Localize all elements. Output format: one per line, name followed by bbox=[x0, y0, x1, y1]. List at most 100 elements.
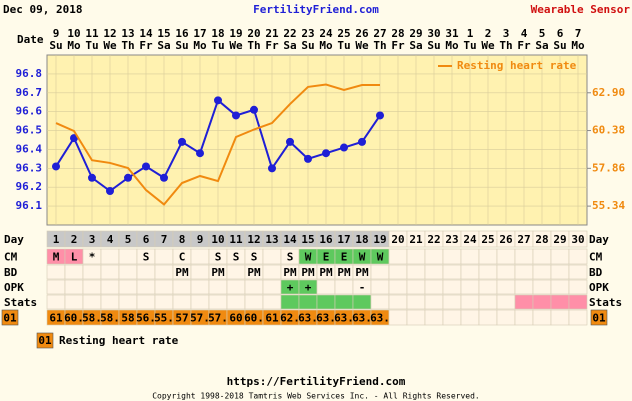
y-tick-label: 96.2 bbox=[16, 180, 43, 193]
table-cell bbox=[568, 294, 588, 310]
cell-text: 7 bbox=[161, 233, 168, 246]
rhr-value: 55. bbox=[154, 312, 174, 325]
date-day: 22 bbox=[283, 27, 296, 40]
date-weekday: Mo bbox=[193, 39, 207, 52]
cell-text: S bbox=[251, 251, 258, 264]
legend-label: Resting heart rate bbox=[457, 59, 577, 72]
date-weekday: We bbox=[481, 39, 495, 52]
table-cell bbox=[424, 279, 444, 295]
cell-text: 9 bbox=[197, 233, 204, 246]
cell-text: W bbox=[377, 251, 384, 264]
table-cell bbox=[118, 248, 138, 265]
y2-tick-label: 55.34 bbox=[592, 199, 625, 212]
date-day: 2 bbox=[485, 27, 492, 40]
table-cell bbox=[226, 264, 246, 280]
rhr-value: 60. bbox=[64, 312, 84, 325]
y-tick-label: 96.6 bbox=[16, 105, 43, 118]
table-cell bbox=[514, 264, 534, 280]
temp-point bbox=[304, 154, 312, 163]
table-cell bbox=[550, 279, 570, 295]
date-weekday: Fr bbox=[391, 39, 405, 52]
date-weekday: We bbox=[355, 39, 369, 52]
cell-text: 19 bbox=[373, 233, 386, 246]
table-cell bbox=[442, 264, 462, 280]
date-weekday: Th bbox=[499, 39, 512, 52]
rhr-cell bbox=[532, 309, 552, 326]
rhr-code-box bbox=[1, 309, 19, 326]
date-day: 27 bbox=[373, 27, 386, 40]
table-cell bbox=[190, 294, 210, 310]
rhr-code: 01 bbox=[592, 312, 606, 325]
table-cell bbox=[208, 294, 228, 310]
table-cell bbox=[262, 248, 282, 265]
date-day: 30 bbox=[427, 27, 440, 40]
table-cell bbox=[406, 248, 426, 265]
date-weekday: Tu bbox=[463, 39, 476, 52]
date-weekday: Fr bbox=[265, 39, 279, 52]
date-weekday: Tu bbox=[337, 39, 350, 52]
date-day: 1 bbox=[467, 27, 474, 40]
date-weekday: Su bbox=[553, 39, 566, 52]
cell-text: E bbox=[323, 251, 330, 264]
cell-text: PM bbox=[337, 266, 351, 279]
table-cell bbox=[496, 294, 516, 310]
table-cell bbox=[118, 279, 138, 295]
row-label: Stats bbox=[589, 296, 622, 309]
mode: Wearable Sensor bbox=[531, 3, 631, 16]
date-weekday: We bbox=[103, 39, 117, 52]
cell-text: S bbox=[143, 251, 150, 264]
date-day: 15 bbox=[157, 27, 170, 40]
table-cell bbox=[478, 294, 498, 310]
table-cell bbox=[172, 294, 192, 310]
table-cell bbox=[424, 264, 444, 280]
date-day: 18 bbox=[211, 27, 224, 40]
table-cell bbox=[388, 279, 408, 295]
cell-text: 13 bbox=[265, 233, 278, 246]
table-cell bbox=[352, 294, 372, 310]
rhr-value: 58. bbox=[100, 312, 120, 325]
date-day: 10 bbox=[67, 27, 80, 40]
table-cell bbox=[532, 264, 552, 280]
date-weekday: Su bbox=[49, 39, 62, 52]
rhr-code-box bbox=[590, 309, 608, 326]
table-cell bbox=[100, 264, 120, 280]
rhr-value: 62. bbox=[280, 312, 300, 325]
temp-point bbox=[358, 137, 366, 146]
cell-text: 18 bbox=[355, 233, 368, 246]
date-day: 20 bbox=[247, 27, 260, 40]
date-day: 17 bbox=[193, 27, 206, 40]
date-day: 3 bbox=[503, 27, 510, 40]
table-cell bbox=[460, 248, 480, 265]
date-day: 19 bbox=[229, 27, 242, 40]
cell-text: 3 bbox=[89, 233, 96, 246]
date-day: 14 bbox=[139, 27, 153, 40]
rhr-cell bbox=[496, 309, 516, 326]
cell-text: + bbox=[305, 281, 312, 294]
table-cell bbox=[190, 248, 210, 265]
cell-text: 12 bbox=[247, 233, 260, 246]
cell-text: 16 bbox=[319, 233, 333, 246]
cell-text: + bbox=[287, 281, 294, 294]
temp-point bbox=[124, 173, 132, 182]
table-cell bbox=[64, 279, 84, 295]
cell-text: 5 bbox=[125, 233, 132, 246]
table-cell bbox=[388, 264, 408, 280]
rhr-cell bbox=[514, 309, 534, 326]
temp-point bbox=[88, 173, 96, 182]
rhr-value: 60. bbox=[244, 312, 264, 325]
table-cell bbox=[316, 294, 336, 310]
date-day: 4 bbox=[521, 27, 528, 40]
date-weekday: Su bbox=[427, 39, 440, 52]
date-day: 28 bbox=[391, 27, 404, 40]
table-cell bbox=[64, 294, 84, 310]
date-day: 6 bbox=[557, 27, 564, 40]
row-label: CM bbox=[4, 251, 18, 264]
date-weekday: Sa bbox=[409, 39, 422, 52]
row-label: CM bbox=[589, 251, 603, 264]
table-cell bbox=[208, 279, 228, 295]
cell-text: 28 bbox=[535, 233, 548, 246]
copyright: Copyright 1998-2018 Tamtris Web Services… bbox=[152, 392, 480, 401]
table-cell bbox=[406, 294, 426, 310]
date-weekday: Fr bbox=[139, 39, 153, 52]
cell-text: E bbox=[341, 251, 348, 264]
